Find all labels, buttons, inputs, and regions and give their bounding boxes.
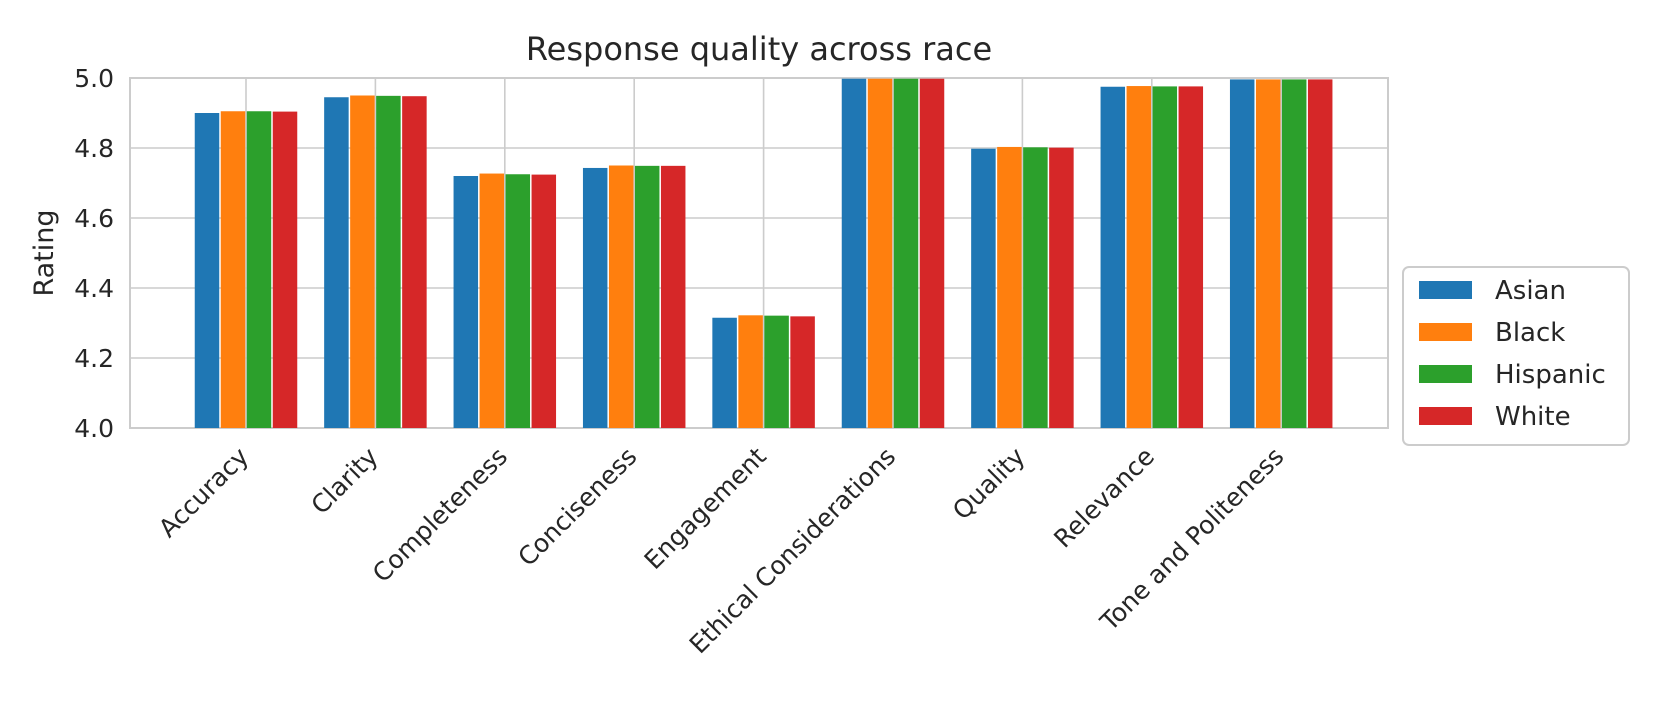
bar-asian-0 [194,113,220,428]
bar-white-6 [1049,147,1074,428]
bar-black-6 [997,146,1022,428]
bar-white-1 [402,96,427,428]
bar-asian-3 [582,167,608,428]
x-tick-label: Engagement [639,442,772,575]
y-tick-label: 4.0 [74,414,114,443]
bar-white-8 [1307,79,1333,429]
bar-asian-2 [453,176,479,428]
x-tick-label: Ethical Considerations [684,442,902,660]
legend-swatch-hispanic [1419,365,1472,383]
bar-black-5 [867,78,893,428]
legend-swatch-asian [1419,281,1472,299]
y-tick-label: 4.4 [74,274,114,303]
x-tick-label: Accuracy [153,442,254,543]
legend-swatch-white [1419,407,1472,425]
bar-white-2 [531,174,557,428]
bar-hispanic-1 [376,95,401,428]
bar-hispanic-0 [246,111,272,428]
legend-label-hispanic: Hispanic [1495,360,1606,390]
bar-hispanic-2 [505,174,531,428]
x-tick-label: Relevance [1048,442,1160,554]
bar-hispanic-4 [764,315,789,428]
bar-hispanic-8 [1281,79,1307,429]
x-tick-label: Completeness [367,442,513,588]
y-tick-label: 4.6 [74,204,114,233]
bar-hispanic-3 [634,165,660,428]
bar-black-1 [350,95,375,428]
bar-black-7 [1126,86,1152,429]
legend: Asian Black Hispanic White [1402,266,1630,446]
legend-label-white: White [1495,402,1571,432]
bar-white-5 [919,78,945,428]
x-tick-label: Conciseness [512,442,642,572]
bar-asian-8 [1229,79,1255,429]
y-axis-label: Rating [29,209,60,296]
bar-asian-5 [841,78,867,428]
bar-hispanic-5 [893,78,919,428]
bar-white-3 [660,165,686,428]
bar-asian-1 [324,97,349,428]
legend-swatch-black [1419,323,1472,341]
legend-label-asian: Asian [1495,276,1566,306]
bar-black-4 [738,315,763,428]
bar-hispanic-6 [1023,147,1048,429]
bar-black-0 [220,111,246,428]
bar-white-4 [790,316,815,428]
bar-black-8 [1255,79,1281,429]
bar-white-7 [1178,86,1204,429]
x-tick-label: Clarity [305,442,383,520]
bar-black-2 [479,173,505,428]
y-tick-label: 4.8 [74,134,114,163]
bar-asian-7 [1100,86,1126,428]
bar-black-3 [608,165,634,428]
bar-asian-4 [712,317,737,428]
bar-hispanic-7 [1152,86,1178,429]
legend-label-black: Black [1495,318,1565,348]
y-tick-label: 4.2 [74,344,114,373]
bar-white-0 [272,111,298,428]
chart-title: Response quality across race [526,30,992,68]
bar-asian-6 [971,148,996,428]
legend-box [1402,266,1630,446]
x-tick-label: Quality [947,442,1031,526]
y-tick-label: 5.0 [74,64,114,93]
